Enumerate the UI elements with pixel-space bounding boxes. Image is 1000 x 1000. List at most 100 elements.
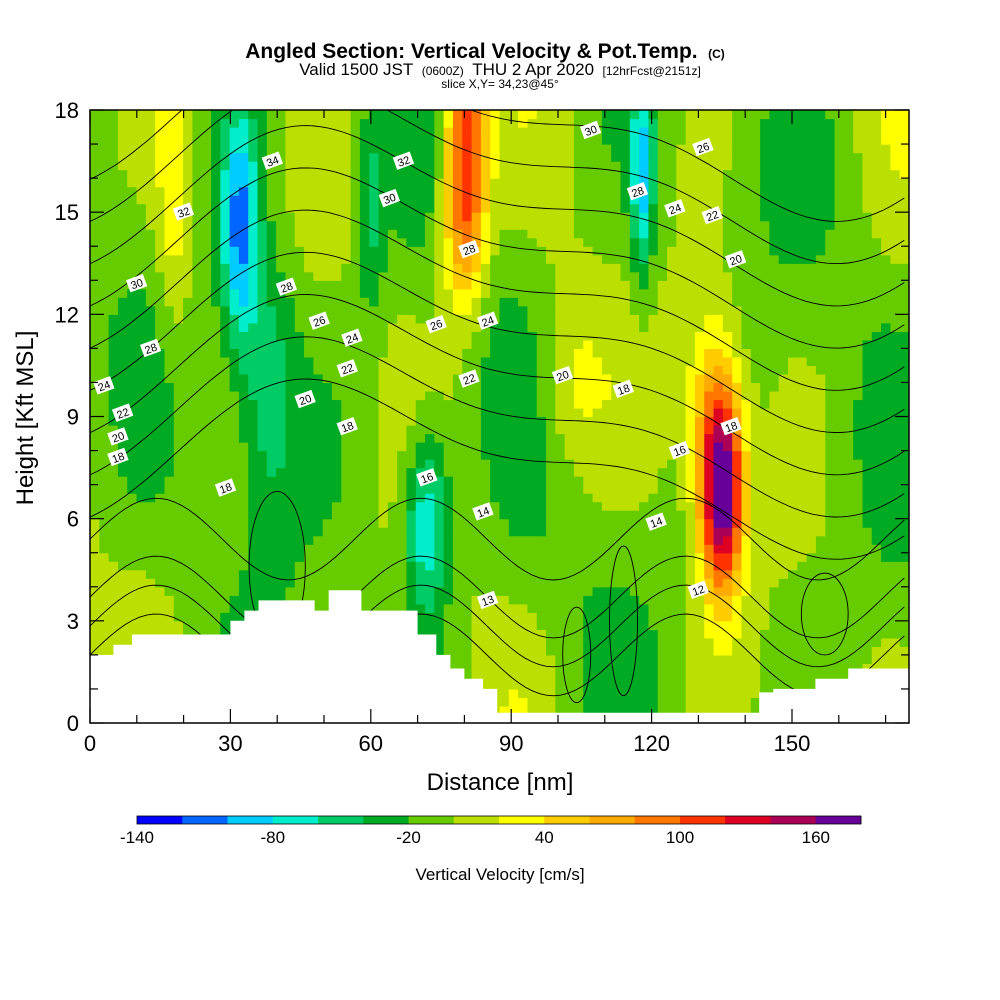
velocity-cell (304, 416, 314, 426)
velocity-cell (452, 501, 463, 511)
velocity-cell (722, 399, 733, 409)
plot-area: 3432302824222018182826242220183230262824… (55, 98, 910, 756)
velocity-cell (518, 705, 529, 716)
velocity-cell (546, 544, 556, 554)
velocity-cell (815, 390, 826, 401)
velocity-cell (127, 459, 138, 469)
velocity-cell (127, 382, 138, 392)
velocity-cell (508, 356, 519, 367)
velocity-cell (676, 425, 687, 435)
velocity-cell (210, 595, 221, 605)
velocity-cell (220, 373, 231, 384)
velocity-cell (769, 646, 780, 656)
velocity-cell (685, 399, 696, 409)
velocity-cell (564, 450, 575, 460)
velocity-cell (183, 314, 193, 324)
velocity-cell (629, 425, 640, 435)
velocity-cell (564, 382, 575, 392)
velocity-cell (611, 331, 622, 341)
velocity-cell (387, 271, 398, 281)
velocity-cell (611, 629, 622, 639)
velocity-cell (806, 399, 817, 409)
velocity-cell (173, 356, 184, 367)
velocity-cell (667, 382, 677, 392)
velocity-cell (871, 373, 882, 384)
velocity-cell (797, 535, 808, 545)
velocity-cell (192, 271, 203, 281)
velocity-cell (415, 356, 426, 367)
velocity-cell (667, 518, 677, 528)
velocity-cell (797, 603, 808, 613)
velocity-cell (471, 586, 482, 596)
velocity-cell (890, 578, 901, 588)
velocity-cell (276, 493, 287, 503)
velocity-cell (425, 433, 435, 443)
velocity-cell (397, 339, 408, 349)
velocity-cell (452, 467, 463, 477)
velocity-cell (248, 399, 259, 409)
velocity-cell (722, 365, 733, 375)
velocity-cell (639, 288, 650, 298)
velocity-cell (713, 654, 724, 664)
velocity-cell (341, 280, 352, 290)
velocity-cell (536, 314, 547, 324)
velocity-cell (732, 399, 743, 409)
velocity-cell (815, 620, 826, 630)
velocity-cell (573, 246, 584, 256)
velocity-cell (862, 552, 873, 562)
velocity-cell (201, 467, 212, 477)
velocity-cell (220, 501, 231, 511)
velocity-cell (601, 663, 612, 673)
velocity-cell (490, 569, 501, 579)
velocity-cell (164, 305, 175, 315)
velocity-cell (843, 484, 854, 494)
velocity-cell (648, 356, 659, 367)
velocity-cell (425, 365, 435, 375)
velocity-cell (769, 459, 780, 469)
velocity-cell (322, 254, 333, 264)
velocity-cell (490, 365, 501, 375)
velocity-cell (704, 493, 715, 503)
velocity-cell (657, 629, 668, 639)
velocity-cell (601, 450, 612, 460)
velocity-cell (806, 654, 817, 664)
velocity-cell (890, 390, 901, 401)
velocity-cell (536, 459, 547, 469)
velocity-cell (732, 459, 743, 469)
velocity-cell (713, 705, 724, 716)
velocity-cell (834, 459, 845, 469)
velocity-cell (527, 595, 538, 605)
velocity-cell (611, 561, 622, 571)
velocity-cell (871, 459, 882, 469)
velocity-cell (657, 671, 668, 682)
velocity-cell (406, 314, 417, 324)
velocity-cell (797, 552, 808, 562)
velocity-cell (210, 459, 221, 469)
velocity-cell (536, 280, 547, 290)
velocity-cell (806, 280, 817, 290)
velocity-cell (797, 407, 808, 418)
velocity-cell (443, 263, 454, 273)
velocity-cell (788, 493, 798, 503)
velocity-cell (648, 552, 659, 562)
velocity-cell (480, 399, 491, 409)
velocity-cell (815, 569, 826, 579)
velocity-cell (210, 297, 221, 307)
velocity-cell (90, 501, 100, 511)
velocity-cell (564, 595, 575, 605)
velocity-cell (462, 288, 473, 298)
velocity-cell (127, 288, 138, 298)
velocity-cell (452, 510, 463, 520)
velocity-cell (704, 595, 715, 605)
velocity-cell (639, 671, 650, 682)
velocity-cell (471, 433, 482, 443)
velocity-cell (769, 399, 780, 409)
velocity-cell (825, 297, 836, 307)
velocity-cell (294, 280, 305, 290)
velocity-cell (853, 629, 864, 639)
velocity-cell (443, 399, 454, 409)
velocity-cell (127, 493, 138, 503)
velocity-cell (601, 629, 612, 639)
velocity-cell (90, 569, 100, 579)
velocity-cell (769, 322, 780, 332)
